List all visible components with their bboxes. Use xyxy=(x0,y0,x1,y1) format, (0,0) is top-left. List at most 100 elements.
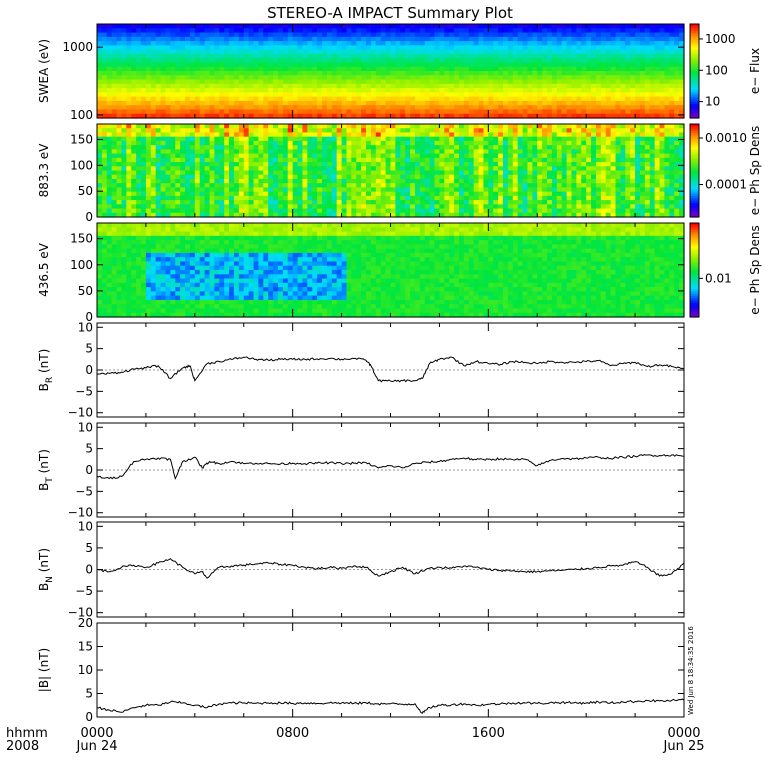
heatmap-cell xyxy=(258,109,264,115)
heatmap-cell xyxy=(302,105,308,111)
heatmap-cell xyxy=(136,36,142,42)
heatmap-cell xyxy=(111,187,118,193)
heatmap-cell xyxy=(493,166,499,172)
heatmap-cell xyxy=(170,53,176,59)
heatmap-cell xyxy=(649,113,656,119)
heatmap-cell xyxy=(282,92,289,98)
heatmap-cell xyxy=(483,212,489,218)
heatmap-cell xyxy=(551,153,558,159)
heatmap-cell xyxy=(468,166,475,172)
heatmap-cell xyxy=(449,79,455,85)
heatmap-cell xyxy=(317,62,323,68)
heatmap-cell xyxy=(126,170,132,176)
heatmap-cell xyxy=(375,153,382,159)
heatmap-cell xyxy=(493,195,499,201)
heatmap-cell xyxy=(419,140,426,146)
heatmap-cell xyxy=(312,204,318,210)
heatmap-cell xyxy=(390,71,396,76)
heatmap-cell xyxy=(287,32,294,38)
heatmap-cell xyxy=(503,49,509,55)
heatmap-cell xyxy=(390,62,396,68)
heatmap-cell xyxy=(419,136,426,142)
heatmap-cell xyxy=(385,204,392,210)
heatmap-cell xyxy=(224,32,230,38)
heatmap-cell xyxy=(277,28,284,34)
heatmap-cell xyxy=(116,153,123,159)
heatmap-cell xyxy=(258,92,264,98)
heatmap-cell xyxy=(405,36,411,42)
heatmap-cell xyxy=(263,49,269,55)
heatmap-cell xyxy=(317,136,323,142)
heatmap-cell xyxy=(595,191,602,197)
heatmap-cell xyxy=(527,75,533,81)
heatmap-cell xyxy=(326,58,333,64)
heatmap-cell xyxy=(185,204,191,210)
heatmap-cell xyxy=(395,28,401,34)
heatmap-cell xyxy=(346,200,352,205)
heatmap-cell xyxy=(576,83,582,89)
heatmap-cell xyxy=(385,45,392,51)
heatmap-cell xyxy=(649,75,656,81)
heatmap-cell xyxy=(522,109,529,115)
heatmap-cell xyxy=(292,96,299,102)
heatmap-cell xyxy=(341,32,348,38)
heatmap-cell xyxy=(219,79,225,85)
heatmap-cell xyxy=(610,100,617,106)
heatmap-cell xyxy=(635,92,641,98)
heatmap-cell xyxy=(483,62,489,68)
heatmap-cell xyxy=(635,105,641,111)
heatmap-cell xyxy=(175,212,181,218)
heatmap-cell xyxy=(424,49,431,55)
heatmap-cell xyxy=(385,75,392,81)
heatmap-cell xyxy=(351,71,357,76)
heatmap-cell xyxy=(542,79,548,85)
heatmap-cell xyxy=(287,195,294,201)
heatmap-cell xyxy=(170,105,176,111)
heatmap-cell xyxy=(591,75,597,81)
heatmap-cell xyxy=(307,140,313,146)
heatmap-cell xyxy=(194,92,201,98)
heatmap-cell xyxy=(331,32,338,38)
heatmap-cell xyxy=(507,24,514,29)
heatmap-cell xyxy=(410,62,416,68)
heatmap-cell xyxy=(312,212,318,218)
heatmap-cell xyxy=(136,145,142,150)
heatmap-cell xyxy=(620,113,626,119)
heatmap-cell xyxy=(522,75,529,81)
heatmap-cell xyxy=(370,41,377,46)
heatmap-cell xyxy=(214,62,220,68)
heatmap-cell xyxy=(434,53,441,59)
heatmap-cell xyxy=(204,32,211,38)
heatmap-cell xyxy=(405,62,411,68)
heatmap-cell xyxy=(292,166,299,172)
heatmap-cell xyxy=(292,32,299,38)
heatmap-cell xyxy=(385,83,392,89)
heatmap-cell xyxy=(503,170,509,176)
heatmap-cell xyxy=(356,170,362,176)
heatmap-cell xyxy=(591,58,597,64)
heatmap-cell xyxy=(204,200,211,205)
heatmap-cell xyxy=(136,62,142,68)
heatmap-cell xyxy=(556,88,563,93)
heatmap-cell xyxy=(185,140,191,146)
heatmap-cell xyxy=(126,88,132,93)
heatmap-cell xyxy=(351,45,357,51)
heatmap-cell xyxy=(194,41,201,46)
heatmap-cell xyxy=(160,28,167,34)
heatmap-cell xyxy=(180,212,186,218)
heatmap-cell xyxy=(439,83,445,89)
heatmap-cell xyxy=(141,62,147,68)
heatmap-cell xyxy=(180,100,186,106)
heatmap-cell xyxy=(287,140,294,146)
heatmap-cell xyxy=(512,66,519,72)
heatmap-cell xyxy=(527,79,533,85)
heatmap-cell xyxy=(366,208,372,214)
heatmap-cell xyxy=(488,136,494,142)
heatmap-cell xyxy=(527,204,533,210)
heatmap-cell xyxy=(194,71,201,76)
heatmap-cell xyxy=(473,174,480,180)
heatmap-cell xyxy=(145,128,152,134)
heatmap-cell xyxy=(243,79,250,85)
heatmap-cell xyxy=(160,71,167,76)
heatmap-cell xyxy=(248,62,255,68)
